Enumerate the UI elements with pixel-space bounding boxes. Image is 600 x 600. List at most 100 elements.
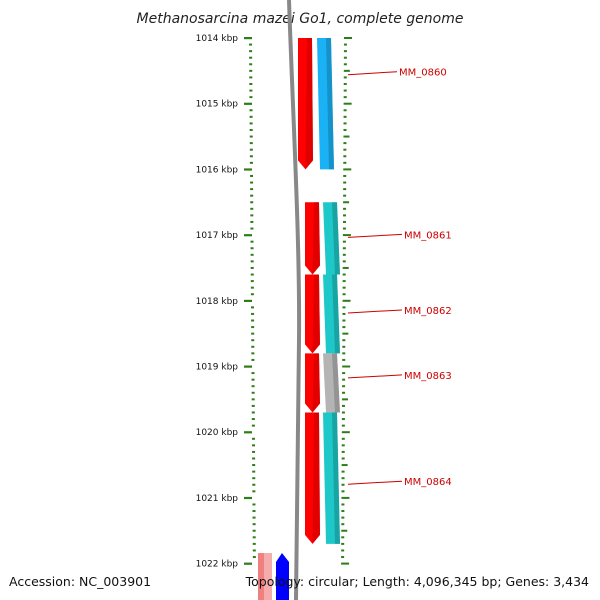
major-tick-left [244, 168, 252, 171]
major-tick-right [343, 102, 352, 105]
minor-tick-left [249, 128, 253, 131]
tick-label: 1016 kbp [196, 165, 239, 175]
gene-label-MM_0863: MM_0863 [404, 371, 452, 382]
minor-tick-left [252, 536, 256, 539]
gene-arrow-shade [312, 274, 320, 354]
minor-tick-left [252, 470, 256, 473]
minor-tick-right [343, 148, 347, 151]
minor-tick-left [252, 542, 256, 545]
minor-tick-right [343, 82, 347, 85]
minor-tick-left [250, 174, 254, 177]
gene-track-shade [332, 353, 340, 413]
partial-feature-pink-shade [264, 553, 272, 600]
minor-tick-left [251, 411, 255, 414]
minor-tick-left [251, 345, 255, 348]
minor-tick-left [252, 503, 256, 506]
minor-tick-left [250, 306, 254, 309]
gene-label-MM_0864: MM_0864 [404, 477, 452, 488]
minor-tick-left [252, 549, 256, 552]
gene-label-MM_0861: MM_0861 [404, 230, 452, 241]
minor-tick-right [342, 391, 346, 394]
minor-tick-right [343, 115, 347, 118]
minor-tick-left [252, 450, 256, 453]
partial-feature-blue [276, 553, 289, 600]
tick-label: 1015 kbp [196, 100, 239, 110]
minor-tick-right [342, 247, 346, 250]
major-tick-right [341, 562, 350, 565]
minor-tick-left [252, 529, 256, 532]
minor-tick-left [250, 286, 254, 289]
minor-tick-left [251, 418, 255, 421]
minor-tick-left [250, 260, 254, 263]
minor-tick-right [343, 142, 347, 145]
left-axis: 1014 kbp 1015 kbp 1016 kbp 1017 kbp 1018 kbp… [196, 34, 256, 570]
minor-tick-right [343, 207, 347, 210]
minor-tick-left [251, 319, 255, 322]
minor-tick-left [252, 516, 256, 519]
minor-tick-left [251, 372, 255, 375]
minor-tick-right [341, 464, 348, 467]
tick-label: 1018 kbp [196, 297, 239, 307]
minor-tick-left [251, 437, 255, 440]
major-tick-left [244, 496, 252, 500]
tick-label: 1021 kbp [196, 494, 239, 504]
minor-tick-right [343, 155, 347, 158]
genome-backbone [287, 0, 302, 600]
minor-tick-left [249, 122, 253, 125]
minor-tick-right [341, 470, 345, 473]
minor-tick-right [342, 319, 346, 322]
minor-tick-left [249, 82, 253, 85]
minor-tick-right [341, 523, 345, 526]
minor-tick-right [341, 556, 345, 559]
minor-tick-right [342, 286, 346, 289]
tick-label: 1017 kbp [196, 231, 239, 241]
minor-tick-right [341, 457, 345, 460]
minor-tick-left [250, 227, 254, 230]
minor-tick-left [250, 188, 254, 191]
minor-tick-left [251, 312, 255, 315]
minor-tick-right [342, 358, 346, 361]
tick-label: 1020 kbp [196, 428, 239, 438]
gene-labels: MM_0860 MM_0861 MM_0862 MM_0863 MM_0864 [347, 68, 452, 488]
minor-tick-left [249, 142, 253, 145]
minor-tick-right [341, 477, 345, 480]
major-tick-left [244, 431, 252, 434]
minor-tick-right [343, 135, 350, 138]
minor-tick-left [250, 181, 254, 184]
minor-tick-left [251, 385, 255, 388]
minor-tick-right [342, 260, 346, 263]
minor-tick-right [341, 404, 345, 407]
minor-tick-right [343, 63, 347, 66]
major-tick-right [341, 496, 350, 499]
major-tick-right [342, 234, 351, 237]
minor-tick-left [250, 214, 254, 217]
minor-tick-left [252, 556, 256, 559]
minor-tick-right [341, 516, 345, 519]
minor-tick-right [342, 240, 346, 243]
minor-tick-right [342, 339, 346, 342]
gene-label-MM_0860: MM_0860 [399, 68, 447, 79]
minor-tick-left [249, 76, 253, 79]
minor-tick-right [341, 490, 345, 493]
minor-tick-right [343, 43, 347, 46]
major-tick-right [343, 168, 352, 171]
minor-tick-right [341, 437, 345, 440]
minor-tick-left [252, 477, 256, 480]
minor-tick-right [342, 253, 346, 256]
minor-tick-left [252, 490, 256, 493]
major-tick-right [342, 299, 351, 302]
minor-tick-left [251, 424, 255, 427]
minor-tick-left [252, 444, 256, 447]
minor-tick-left [249, 115, 253, 118]
minor-tick-right [341, 542, 345, 545]
minor-tick-left [249, 135, 253, 138]
minor-tick-left [250, 266, 254, 269]
minor-tick-left [249, 50, 253, 53]
minor-tick-right [342, 372, 346, 375]
major-tick-right [342, 365, 351, 368]
minor-tick-right [342, 266, 349, 269]
label-leader-line [347, 374, 403, 379]
gene-arrow-shade [312, 353, 320, 413]
minor-tick-right [342, 385, 346, 388]
gene-track-shade [326, 38, 334, 170]
